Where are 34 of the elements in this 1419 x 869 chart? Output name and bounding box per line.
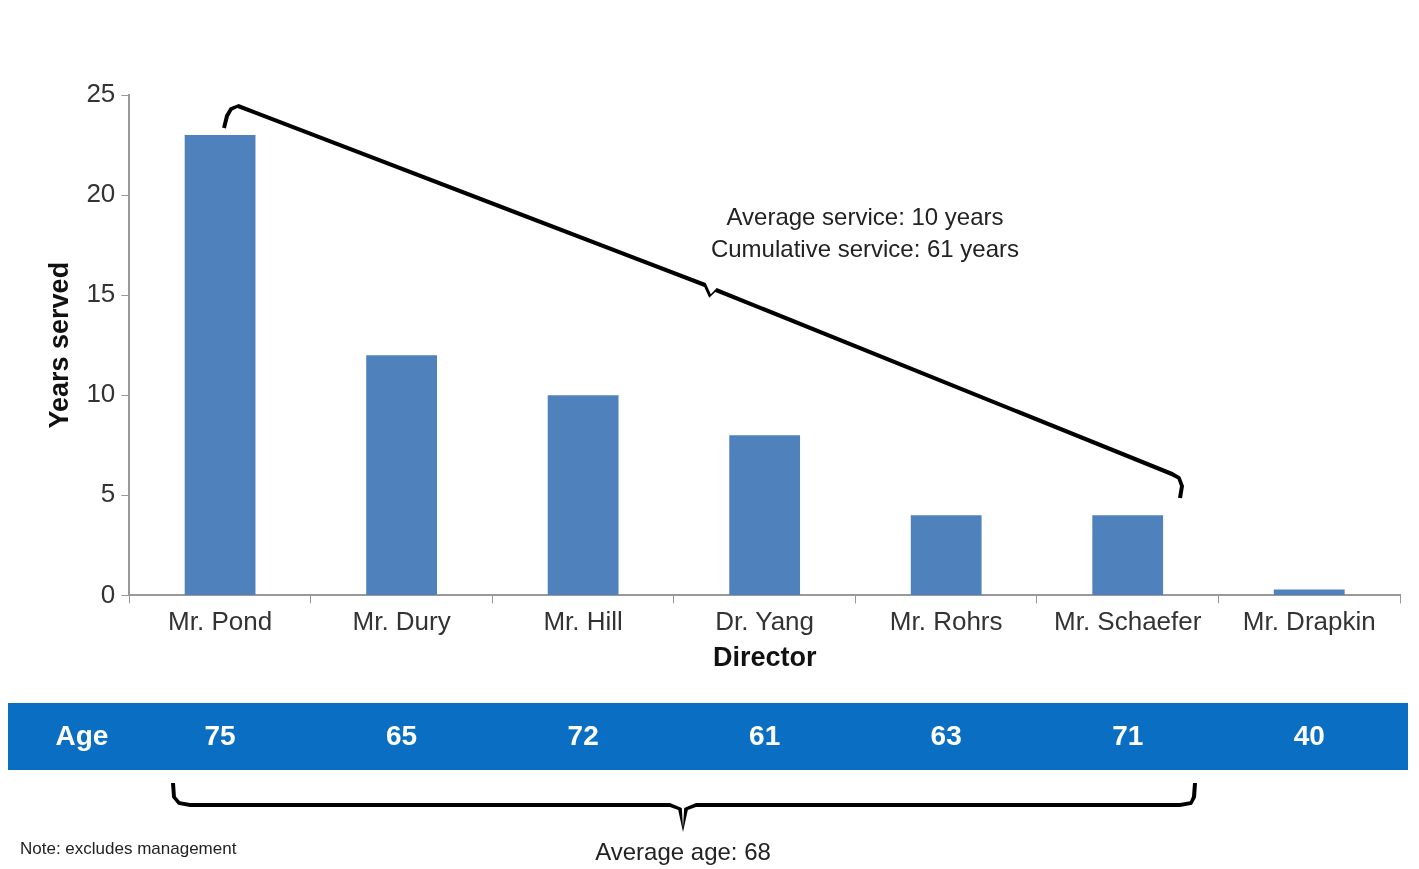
y-axis-title: Years served (43, 261, 74, 429)
y-tick-label: 10 (86, 378, 116, 409)
x-axis-title: Director (712, 642, 817, 673)
x-tick-label: Mr. Hill (543, 606, 623, 637)
y-tick-label: 15 (86, 278, 116, 309)
bar (1092, 515, 1164, 595)
y-tick-label: 5 (100, 478, 116, 509)
bar (366, 355, 438, 595)
bar (910, 515, 982, 595)
y-tick-label: 20 (86, 178, 116, 209)
bar (729, 435, 801, 595)
y-tick-label: 0 (100, 578, 116, 609)
text: Age (55, 719, 109, 751)
bar (547, 395, 619, 595)
x-tick-label: Mr. Pond (168, 606, 273, 637)
text: 71 (1112, 719, 1144, 751)
text: Note: excludes management (20, 838, 237, 858)
text: Average age: 68 (595, 837, 771, 865)
text: 75 (204, 719, 236, 751)
text: 63 (930, 719, 962, 751)
text: 72 (567, 719, 599, 751)
x-tick-label: Mr. Rohrs (889, 606, 1003, 637)
text: 61 (749, 719, 781, 751)
bar (184, 135, 256, 595)
text: 65 (386, 719, 418, 751)
x-tick-label: Dr. Yang (715, 606, 815, 637)
x-tick-label: Mr. Drapkin (1242, 606, 1376, 637)
bar (1273, 589, 1345, 595)
text: 40 (1293, 719, 1325, 751)
annotation: Average service: 10 years (726, 202, 1004, 230)
x-tick-label: Mr. Schaefer (1054, 606, 1202, 637)
y-tick-label: 25 (86, 78, 116, 109)
x-tick-label: Mr. Dury (352, 606, 451, 637)
annotation: Cumulative service: 61 years (710, 234, 1020, 262)
